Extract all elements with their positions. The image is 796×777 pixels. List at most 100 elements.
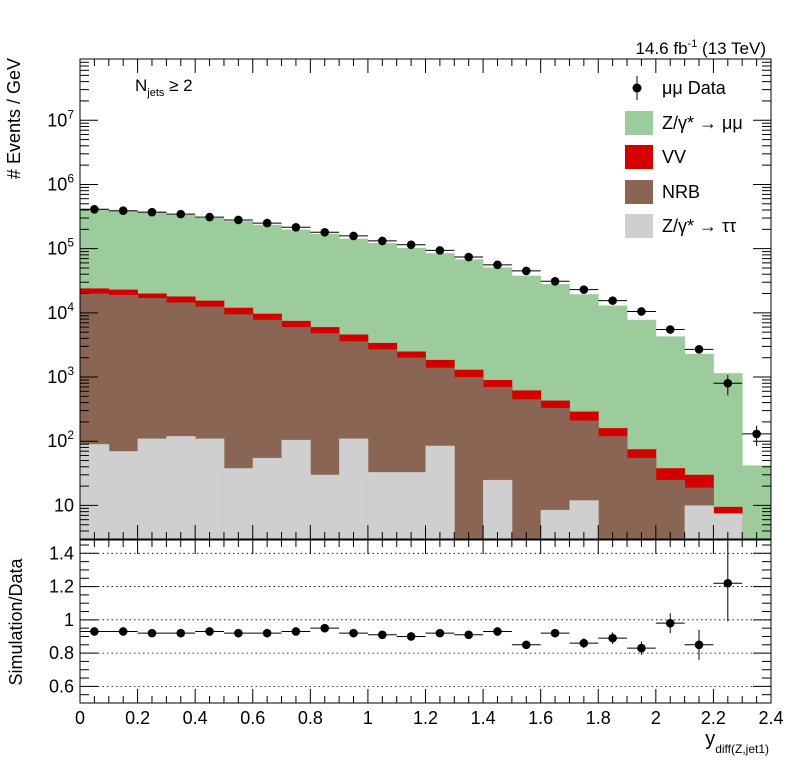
data-markers (80, 205, 771, 446)
data-point-3 (166, 209, 196, 219)
bin-ztt-11 (396, 472, 426, 539)
legend-label: Z/γ* → μμ (662, 113, 743, 133)
data-point-1 (108, 206, 138, 216)
ratio-point-9 (339, 628, 368, 638)
legend-entry-zmm: Z/γ* → μμ (625, 111, 743, 135)
ratio-x-tick-label: 1.8 (586, 708, 611, 728)
ratio-x-tick-label: 0.6 (240, 708, 265, 728)
legend-label: NRB (662, 182, 700, 202)
ratio-x-axis-label: ydiff(Z,jet1) (705, 728, 769, 756)
ratio-point-0 (80, 627, 109, 636)
bin-ztt-6 (252, 457, 282, 539)
ratio-x-tick-label: 1.4 (471, 708, 496, 728)
ratio-point-4 (195, 627, 224, 636)
data-point-21 (684, 345, 714, 354)
ratio-x-axis: 0 0.2 0.4 0.6 0.8 1 1.2 1.4 1.6 1.8 2 2.2 2.4 (75, 540, 784, 728)
bin-ztt-9 (339, 438, 369, 539)
data-point-10 (367, 236, 397, 246)
data-point-4 (195, 212, 224, 222)
ratio-point-15 (511, 640, 541, 650)
ratio-point-10 (367, 630, 397, 640)
ratio-point-6 (252, 628, 282, 638)
data-point-15 (511, 266, 541, 276)
data-point-12 (425, 246, 455, 255)
lumi-label: 14.6 fb-1 (13 TeV) (636, 38, 766, 58)
data-point-22 (713, 374, 743, 396)
data-point-18 (598, 296, 628, 305)
bin-ztt-7 (281, 439, 311, 539)
bin-ztt-0 (80, 444, 110, 539)
njets-label: Njets ≥ 2 (135, 76, 193, 99)
data-point-9 (339, 231, 368, 241)
ratio-point-14 (483, 627, 512, 636)
ratio-point-18 (598, 632, 628, 644)
bin-ztt-2 (137, 438, 167, 539)
data-point-23 (742, 425, 771, 446)
ratio-point-21 (684, 629, 714, 660)
ratio-y-tick-label: 1 (64, 610, 74, 630)
ratio-y-tick-label: 0.8 (49, 643, 74, 663)
legend: μμ Data Z/γ* → μμ VV NRB Z/γ* → ττ (625, 76, 743, 238)
ratio-x-tick-label: 2 (651, 708, 661, 728)
bin-nrb-20 (655, 479, 686, 539)
data-point-6 (252, 218, 282, 228)
bin-ztt-8 (310, 474, 340, 539)
bin-nrb-13 (454, 377, 484, 539)
ratio-point-12 (425, 628, 455, 638)
ratio-point-11 (396, 632, 426, 641)
data-point-14 (483, 260, 512, 270)
ratio-point-5 (223, 628, 253, 638)
bin-nrb-15 (511, 399, 542, 539)
bin-ztt-14 (483, 479, 513, 539)
bin-nrb-19 (627, 457, 657, 539)
legend-entry-ztt: Z/γ* → ττ (625, 214, 736, 238)
stacked-bins (80, 209, 772, 540)
ratio-x-tick-label: 1 (363, 708, 373, 728)
data-point-11 (396, 240, 426, 250)
ratio-point-13 (454, 630, 484, 640)
data-point-0 (80, 205, 109, 214)
ratio-point-7 (281, 627, 311, 636)
y-tick-label: 103 (47, 364, 74, 387)
legend-label: VV (662, 147, 686, 167)
ratio-x-tick-label: 2.2 (701, 708, 726, 728)
legend-label: Z/γ* → ττ (662, 216, 736, 236)
main-y-axis-label: # Events / GeV (4, 58, 24, 179)
ratio-y-tick-label: 1.4 (49, 543, 74, 563)
ratio-x-tick-label: 0.4 (183, 708, 208, 728)
data-point-5 (223, 215, 253, 225)
bin-zmm-23 (742, 465, 772, 539)
y-tick-label: 105 (47, 236, 74, 259)
y-tick-label: 104 (47, 300, 74, 323)
ratio-y-tick-label: 0.6 (49, 676, 74, 696)
ratio-x-tick-label: 0 (75, 708, 85, 728)
y-tick-label: 106 (47, 171, 74, 194)
ratio-point-16 (540, 628, 570, 638)
data-point-17 (569, 285, 599, 294)
ratio-x-tick-label: 1.2 (413, 708, 438, 728)
data-point-13 (454, 252, 484, 262)
ratio-point-1 (108, 627, 138, 636)
legend-entry-data: μμ Data (632, 76, 727, 100)
y-tick-label: 10 (54, 495, 74, 515)
ratio-point-2 (137, 628, 167, 638)
ratio-x-tick-label: 0.8 (298, 708, 323, 728)
data-point-20 (655, 325, 685, 334)
data-point-8 (310, 227, 340, 237)
ratio-point-8 (310, 623, 340, 633)
ratio-y-axis: 0.6 0.8 1 1.2 1.4 (49, 543, 771, 704)
ratio-x-tick-label: 1.6 (528, 708, 553, 728)
ratio-x-tick-label: 2.4 (758, 708, 783, 728)
bin-nrb-18 (598, 436, 628, 539)
ratio-point-3 (166, 628, 196, 638)
bin-ztt-1 (108, 451, 138, 539)
data-point-7 (281, 223, 311, 232)
ratio-panel: 0.6 0.8 1 1.2 1.4 0 0.2 0.4 0.6 0.8 1 1.2 1.4 1.6 1.8… (6, 539, 784, 756)
main-x-ticks (79, 59, 772, 539)
ratio-grid (80, 552, 771, 687)
data-point-2 (137, 207, 167, 217)
bin-ztt-3 (166, 436, 196, 539)
ratio-points (80, 544, 743, 660)
